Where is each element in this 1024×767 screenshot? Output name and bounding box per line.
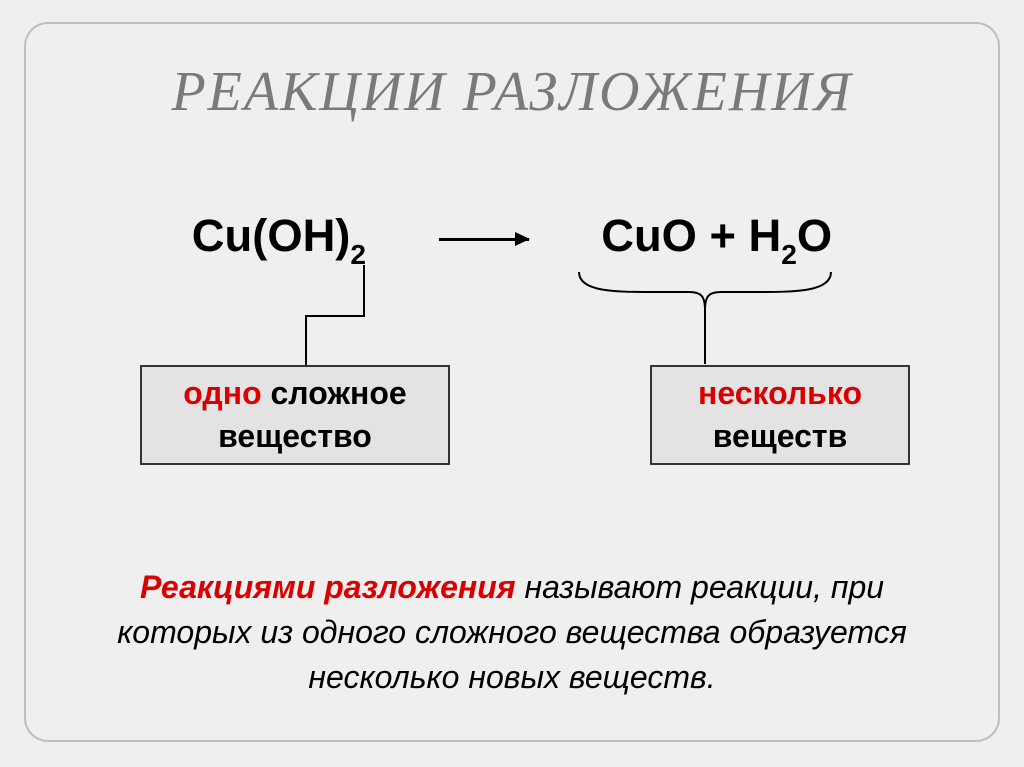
- left-line2: вещество: [218, 418, 372, 454]
- left-secondary: сложное: [262, 375, 407, 411]
- right-primary: несколько: [698, 375, 862, 411]
- slide-title: РЕАКЦИИ РАЗЛОЖЕНИЯ: [0, 60, 1024, 124]
- left-primary: одно: [183, 375, 261, 411]
- rhs-a-sub: 2: [781, 239, 797, 270]
- right-line2: веществ: [713, 418, 848, 454]
- definition-lead: Реакциями разложения: [140, 569, 516, 605]
- label-box-left: одно сложное вещество: [140, 365, 450, 465]
- lhs-sub: 2: [350, 239, 366, 270]
- definition-text: Реакциями разложения называют реакции, п…: [90, 565, 934, 699]
- label-box-right: несколько веществ: [650, 365, 910, 465]
- chemical-equation: Cu(OH)2 CuO + H2O: [0, 210, 1024, 268]
- lhs-base: Cu(OH): [192, 210, 351, 261]
- brace-stem: [704, 304, 706, 364]
- rhs-tail: O: [797, 210, 832, 261]
- rhs-a-base: CuO + H: [601, 210, 781, 261]
- reaction-arrow: [439, 238, 529, 241]
